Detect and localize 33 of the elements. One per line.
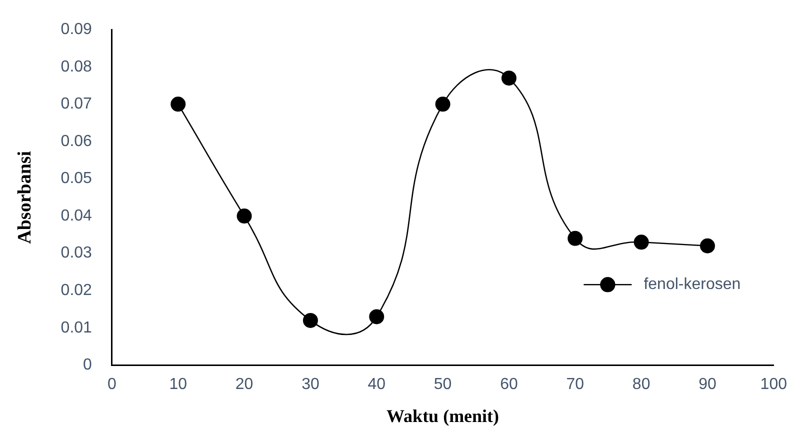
y-tick-label: 0.09 (60, 21, 92, 38)
x-tick-label: 40 (368, 376, 386, 394)
y-tick-label: 0.03 (60, 244, 92, 262)
x-tick-label: 0 (107, 376, 116, 394)
y-tick-label: 0.02 (60, 282, 92, 300)
y-tick-label: 0.08 (60, 58, 92, 76)
x-tick-label: 80 (632, 376, 650, 394)
y-tick-label: 0 (83, 356, 92, 374)
x-tick-label: 30 (302, 376, 320, 394)
y-tick-label: 0.01 (60, 319, 92, 336)
y-tick-label: 0.05 (60, 170, 92, 188)
y-tick-label: 0.07 (60, 96, 92, 113)
point (435, 96, 450, 112)
x-tick-label: 70 (566, 376, 584, 394)
point (170, 96, 186, 112)
point (501, 70, 516, 86)
x-tick-label: 20 (235, 376, 254, 394)
point (568, 230, 583, 246)
y-tick-label: 0.06 (60, 132, 92, 150)
x-tick-label: 50 (434, 376, 452, 394)
y-tick-label: 0.04 (60, 207, 92, 224)
x-tick-label: 60 (500, 376, 518, 394)
x-tick-label: 100 (760, 376, 788, 394)
point (369, 309, 384, 324)
y-axis-title: Absorbansi (14, 150, 36, 244)
point (634, 234, 649, 250)
x-tick-label: 10 (169, 376, 188, 394)
legend-label: fenol-kerosen (644, 276, 741, 294)
x-axis-title: Waktu (menit) (386, 406, 500, 426)
point (236, 208, 252, 224)
x-tick-label: 90 (698, 376, 716, 394)
point (700, 238, 715, 254)
point (302, 312, 318, 328)
